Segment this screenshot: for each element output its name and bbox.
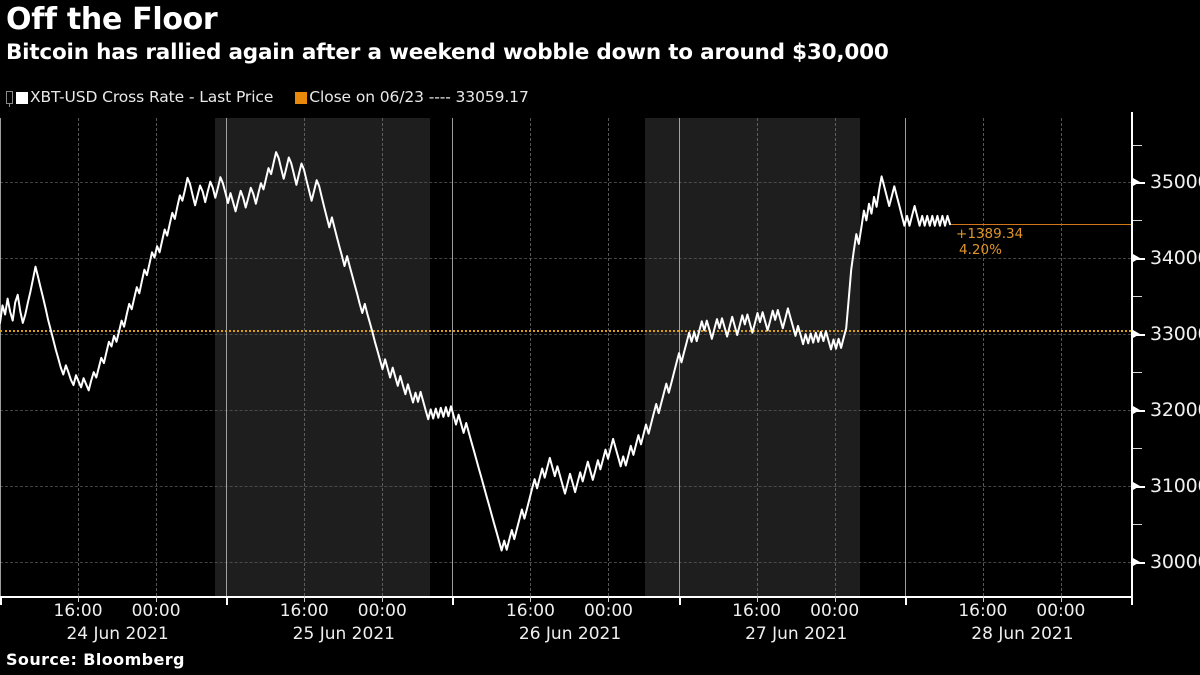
x-axis-time-label: 00:00 <box>1036 601 1086 621</box>
legend-swatch-white-icon <box>16 92 28 104</box>
y-axis-tick-minor <box>1133 144 1142 146</box>
gridline-day-boundary <box>452 118 454 596</box>
x-axis-date-label: 25 Jun 2021 <box>292 624 395 644</box>
y-axis-tick-arrow-icon <box>1133 254 1140 263</box>
x-axis-tick-time <box>834 596 836 602</box>
x-axis-time-label: 16:00 <box>505 601 555 621</box>
y-axis-label: 30000 <box>1150 550 1200 573</box>
x-axis <box>0 596 1133 598</box>
gridline-day-boundary <box>904 118 906 596</box>
gridline-horizontal <box>0 485 1131 487</box>
legend-item-close: Close on 06/23 ---- 33059.17 <box>295 88 529 106</box>
x-axis-date-label: 26 Jun 2021 <box>518 624 622 644</box>
gridline-vertical <box>756 118 758 596</box>
x-axis-tick-day <box>1131 596 1133 605</box>
header: Off the Floor Bitcoin has rallied again … <box>0 0 1200 66</box>
legend-swatch-orange-icon <box>295 92 308 104</box>
x-axis-time-label: 00:00 <box>357 601 407 621</box>
gridline-vertical <box>382 118 384 596</box>
source-caption: Source: Bloomberg <box>6 650 185 669</box>
gridline-horizontal <box>0 182 1131 184</box>
annotation-change-abs: +1389.34 <box>956 226 1024 243</box>
chart-legend: XBT-USD Cross Rate - Last Price Close on… <box>6 88 529 107</box>
price-series-line <box>0 151 951 552</box>
gridline-vertical <box>156 118 158 596</box>
gridline-vertical <box>608 118 610 596</box>
legend-handle-icon <box>6 90 13 107</box>
x-axis-tick-time <box>382 596 384 602</box>
x-axis-tick-time <box>982 596 984 602</box>
x-axis-tick-day <box>904 596 907 605</box>
last-price-line <box>950 224 1131 226</box>
gridline-horizontal <box>0 561 1131 563</box>
price-change-annotation: +1389.34 4.20% <box>956 226 1023 258</box>
x-axis-tick-time <box>1060 596 1062 602</box>
y-axis-tick-minor <box>1133 220 1142 222</box>
reference-line-close-0623 <box>0 329 1131 332</box>
x-axis-tick-time <box>608 596 610 602</box>
y-axis-tick-minor <box>1133 372 1142 374</box>
x-axis-date-label: 28 Jun 2021 <box>971 624 1074 644</box>
x-axis-tick-day <box>452 596 455 605</box>
gridline-vertical <box>530 118 532 596</box>
y-axis-label: 31000 <box>1150 474 1200 497</box>
y-axis-tick-arrow-icon <box>1133 481 1140 490</box>
legend-label-close: Close on 06/23 ---- 33059.17 <box>309 88 529 106</box>
y-axis-label: 35000 <box>1150 171 1200 194</box>
x-axis-time-label: 00:00 <box>131 601 181 621</box>
gridline-horizontal <box>0 258 1131 260</box>
x-axis-time-label: 16:00 <box>279 601 329 621</box>
y-axis-tick-arrow-icon <box>1133 406 1140 415</box>
y-axis-tick-arrow-icon <box>1133 330 1140 339</box>
gridline-horizontal <box>0 410 1131 412</box>
page-title: Off the Floor <box>6 2 218 37</box>
x-axis-tick-day <box>226 596 229 605</box>
x-axis-tick-time <box>78 596 80 602</box>
y-axis-tick-minor <box>1133 296 1142 298</box>
y-axis <box>1131 112 1135 602</box>
legend-label-last-price: XBT-USD Cross Rate - Last Price <box>30 88 274 106</box>
gridline-day-boundary <box>226 118 228 596</box>
x-axis-tick-time <box>156 596 158 602</box>
gridline-vertical <box>304 118 306 596</box>
x-axis-tick-time <box>530 596 532 602</box>
x-axis-tick-day <box>678 596 681 605</box>
y-axis-tick-arrow-icon <box>1133 557 1140 566</box>
x-axis-tick-time <box>304 596 306 602</box>
chart-plot-area: +1389.34 4.20% <box>0 118 1131 596</box>
page-subtitle: Bitcoin has rallied again after a weeken… <box>6 40 889 65</box>
x-axis-date-label: 24 Jun 2021 <box>66 624 169 644</box>
y-axis-label: 33000 <box>1150 323 1200 346</box>
gridline-vertical <box>982 118 984 596</box>
y-axis-tick-minor <box>1133 448 1142 450</box>
x-axis-time-label: 16:00 <box>958 601 1008 621</box>
x-axis-time-label: 16:00 <box>53 601 103 621</box>
x-axis-tick-day <box>0 596 2 605</box>
gridline-day-boundary <box>0 118 1 596</box>
gridline-vertical <box>834 118 836 596</box>
x-axis-tick-time <box>756 596 758 602</box>
y-axis-tick-minor <box>1133 523 1142 525</box>
y-axis-tick-arrow-icon <box>1133 178 1140 187</box>
y-axis-label: 34000 <box>1150 247 1200 270</box>
y-axis-label: 32000 <box>1150 399 1200 422</box>
x-axis-date-label: 27 Jun 2021 <box>745 624 848 644</box>
gridline-vertical <box>78 118 80 596</box>
annotation-change-pct: 4.20% <box>959 242 1002 259</box>
x-axis-time-label: 00:00 <box>583 601 633 621</box>
x-axis-time-label: 16:00 <box>732 601 782 621</box>
legend-item-last-price: XBT-USD Cross Rate - Last Price <box>6 88 274 107</box>
gridline-vertical <box>1060 118 1062 596</box>
gridline-horizontal <box>0 334 1131 336</box>
x-axis-time-label: 00:00 <box>810 601 860 621</box>
